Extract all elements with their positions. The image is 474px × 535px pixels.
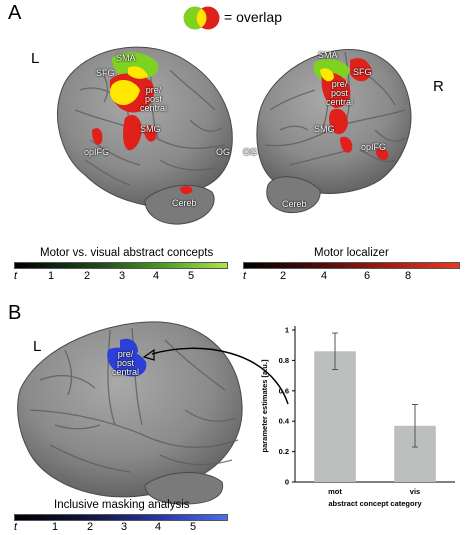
y-tick-label: 0.2: [279, 447, 289, 456]
y-tick-label: 0.8: [279, 356, 289, 365]
right-label-prepost: pre/ post central: [326, 79, 354, 107]
colorbar-b-tick: 4: [155, 521, 162, 533]
colorbar-right-tick: 6: [364, 270, 371, 282]
y-axis-label: parameter estimates [a.u.]: [260, 359, 269, 452]
overlap-legend-icon: [183, 6, 220, 30]
colorbar-right: [243, 262, 460, 269]
right-label-sma: SMA: [318, 50, 338, 60]
panel-b-letter: B: [8, 302, 22, 324]
panel-b-brain-render: [17, 321, 243, 505]
y-tick-label: 0: [285, 478, 289, 487]
left-label-sma: SMA: [116, 53, 136, 63]
left-label-sfg: SFG: [96, 68, 115, 78]
colorbar-b-title: Inclusive masking analysis: [54, 499, 190, 511]
colorbar-b: [14, 514, 228, 521]
right-label-opifg: opIFG: [361, 142, 387, 152]
overlap-legend-text: = overlap: [224, 9, 282, 25]
colorbar-b-tick: 2: [87, 521, 94, 533]
y-tick-label: 1: [285, 326, 289, 335]
left-label-prepost: pre/ post central: [140, 85, 168, 113]
right-label-cereb: Cereb: [282, 199, 307, 209]
colorbar-left-t: t: [14, 270, 18, 282]
colorbar-left-tick: 5: [188, 270, 195, 282]
colorbar-right-t: t: [243, 270, 247, 282]
left-hemisphere-label: L: [31, 50, 40, 67]
colorbar-b-tick: 3: [121, 521, 128, 533]
right-hemisphere-label: R: [433, 78, 444, 95]
colorbar-left: [14, 262, 228, 269]
bar-chart: 0 0.2 0.4 0.6 0.8 1 mot vis abstract concept cat…: [260, 326, 455, 508]
panel-b-label-prepost: pre/ post central: [112, 349, 140, 377]
colorbar-right-tick: 2: [280, 270, 287, 282]
left-label-smg: SMG: [140, 124, 161, 134]
x-tick-label: vis: [410, 487, 420, 496]
colorbar-b-tick: 1: [52, 521, 59, 533]
right-label-og: OG: [243, 147, 258, 157]
left-label-cereb: Cereb: [172, 198, 197, 208]
colorbar-right-title: Motor localizer: [314, 247, 389, 259]
y-tick-label: 0.6: [279, 386, 289, 395]
colorbar-b-t: t: [14, 521, 18, 533]
colorbar-left-tick: 2: [84, 270, 91, 282]
x-axis-label: abstract concept category: [328, 499, 422, 508]
colorbar-right-tick: 8: [405, 270, 412, 282]
panel-b-hemisphere-label: L: [33, 338, 42, 355]
colorbar-left-tick: 4: [153, 270, 160, 282]
colorbar-b-tick: 5: [190, 521, 197, 533]
left-label-og: OG: [216, 147, 231, 157]
colorbar-left-title: Motor vs. visual abstract concepts: [40, 247, 214, 259]
x-tick-label: mot: [328, 487, 342, 496]
right-label-smg: SMG: [314, 124, 335, 134]
colorbar-right-tick: 4: [321, 270, 328, 282]
arrow-connector: [142, 347, 289, 405]
panel-a-letter: A: [8, 2, 22, 24]
left-label-opifg: opIFG: [84, 147, 110, 157]
bar-mot: [314, 351, 356, 482]
colorbar-left-tick: 3: [119, 270, 126, 282]
left-brain-render: [56, 46, 412, 225]
colorbar-left-tick: 1: [48, 270, 55, 282]
right-label-sfg: SFG: [353, 67, 372, 77]
y-tick-label: 0.4: [279, 417, 290, 426]
